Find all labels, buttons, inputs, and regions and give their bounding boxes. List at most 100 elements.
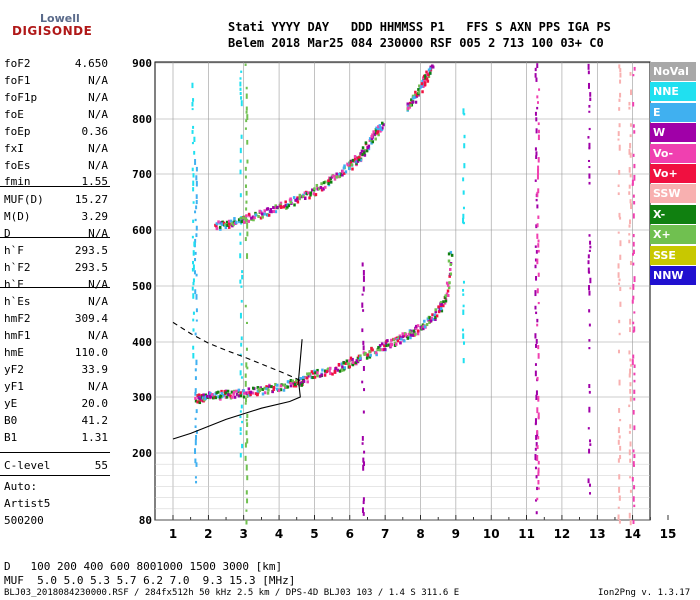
trace-point: [425, 70, 428, 74]
noise-dot: [195, 205, 198, 210]
trace-point: [197, 393, 201, 397]
noise-dot: [617, 514, 620, 520]
trace-point: [309, 191, 313, 195]
trace-point: [232, 392, 235, 396]
noise-dot: [362, 270, 365, 276]
noise-dot: [628, 512, 631, 519]
noise-dot: [618, 64, 621, 69]
noise-dot: [588, 166, 591, 169]
trace-point: [272, 206, 275, 210]
trace-point: [279, 388, 283, 392]
x-tick-label: 10: [483, 527, 500, 541]
noise-dot: [632, 124, 635, 128]
trace-point: [277, 389, 281, 393]
noise-dot: [194, 376, 197, 380]
noise-dot: [588, 384, 591, 389]
noise-dot: [192, 264, 195, 270]
noise-dot: [628, 373, 631, 378]
param-foes: foEs N/A: [4, 159, 108, 175]
param-value: 293.5: [74, 261, 108, 274]
trace-point: [410, 98, 413, 102]
noise-dot: [632, 102, 635, 107]
noise-dot: [462, 108, 465, 115]
trace-point: [324, 371, 327, 375]
trace-point: [350, 163, 354, 167]
trace-point: [363, 352, 366, 356]
noise-dot: [633, 311, 636, 314]
noise-dot: [461, 328, 464, 332]
noise-dot: [632, 194, 635, 198]
noise-dot: [361, 262, 364, 267]
noise-dot: [239, 432, 242, 435]
trace-point: [226, 389, 230, 393]
trace-point: [286, 205, 289, 209]
param-value: N/A: [88, 74, 108, 87]
noise-dot: [245, 490, 248, 495]
noise-dot: [628, 191, 631, 195]
noise-dot: [239, 159, 242, 163]
noise-dot: [617, 138, 620, 141]
noise-dot: [239, 193, 242, 198]
trace-point: [341, 368, 344, 372]
x-tick-label: 15: [660, 527, 677, 541]
noise-dot: [246, 159, 249, 164]
trace-point: [381, 121, 384, 125]
noise-dot: [618, 435, 621, 439]
param-value: 4.650: [74, 57, 108, 70]
noise-dot: [629, 152, 632, 158]
noise-dot: [241, 443, 244, 449]
trace-point: [231, 221, 234, 225]
trace-point: [447, 259, 451, 263]
trace-point: [413, 95, 417, 99]
noise-dot: [194, 218, 197, 222]
noise-dot: [245, 520, 248, 525]
noise-dot: [192, 311, 195, 315]
noise-dot: [195, 175, 198, 181]
noise-dot: [462, 333, 465, 339]
trace-point: [284, 204, 288, 208]
trace-point: [247, 387, 251, 391]
trace-point: [242, 220, 246, 224]
trace-point: [298, 194, 302, 198]
trace-point: [220, 222, 224, 226]
trace-point: [423, 325, 427, 329]
x-tick-label: 14: [624, 527, 641, 541]
trace-point: [268, 384, 271, 388]
trace-point: [305, 192, 309, 196]
noise-dot: [362, 345, 365, 351]
noise-dot: [630, 203, 633, 210]
noise-dot: [632, 496, 635, 502]
noise-dot: [618, 332, 621, 336]
trace-point: [442, 300, 445, 304]
trace-point: [248, 214, 251, 218]
trace-point: [348, 359, 351, 363]
trace-point: [379, 126, 382, 130]
x-tick-label: 2: [204, 527, 212, 541]
trace-point: [351, 158, 355, 162]
noise-dot: [240, 285, 243, 288]
trace-point: [442, 304, 445, 308]
trace-point: [357, 158, 361, 162]
trace-point: [273, 206, 277, 210]
trace-point: [361, 146, 365, 150]
noise-dot: [534, 447, 537, 451]
trace-point: [351, 167, 354, 171]
trace-point: [305, 376, 309, 380]
noise-dot: [633, 425, 636, 431]
trace-point: [309, 193, 312, 197]
trace-point: [253, 216, 256, 220]
noise-dot: [535, 250, 538, 254]
trace-point: [220, 389, 223, 393]
legend-x-: X+: [650, 225, 696, 245]
trace-point: [433, 313, 436, 317]
noise-dot: [632, 520, 635, 524]
noise-dot: [239, 253, 242, 259]
noise-dot: [588, 448, 591, 454]
trace-point: [359, 354, 362, 358]
noise-dot: [535, 499, 538, 502]
noise-dot: [195, 462, 198, 467]
trace-point: [379, 129, 382, 133]
noise-dot: [245, 119, 248, 123]
distance-label: D: [4, 560, 11, 573]
